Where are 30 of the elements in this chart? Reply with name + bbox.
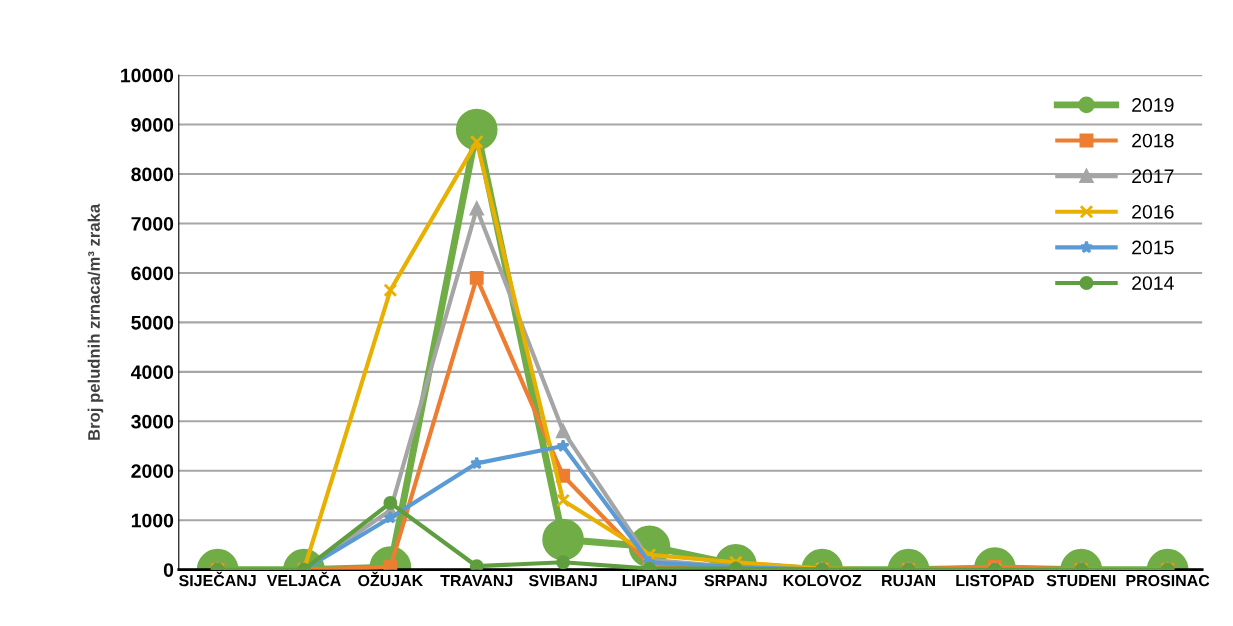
x-tick-label: SVIBANJ — [528, 574, 597, 587]
y-tick-label: 0 — [163, 563, 174, 577]
y-tick-label: 7000 — [131, 216, 174, 231]
x-tick-label: LISTOPAD — [956, 574, 1034, 587]
legend-label: 2017 — [1132, 169, 1174, 184]
x-tick-label: STUDENI — [1046, 574, 1116, 587]
legend-label: 2019 — [1132, 98, 1174, 112]
y-tick-label: 1000 — [131, 513, 174, 528]
y-tick-label: 3000 — [131, 414, 174, 429]
x-tick-label: KOLOVOZ — [783, 574, 862, 587]
y-axis-title: Broj peludnih zrnaca/m³ zraka — [87, 203, 104, 440]
x-tick-label: RUJAN — [882, 575, 935, 587]
legend-label: 2015 — [1132, 240, 1174, 255]
x-tick-label: SRPANJ — [704, 574, 767, 587]
x-tick-label: SIJEČANJ — [179, 571, 256, 587]
legend-label: 2018 — [1132, 133, 1174, 148]
x-tick-label: OŽUJAK — [358, 571, 424, 587]
legend-label: 2016 — [1132, 204, 1174, 219]
x-tick-label: PROSINAC — [1126, 574, 1210, 587]
y-tick-label: 6000 — [131, 266, 174, 281]
y-tick-label: 10000 — [121, 68, 174, 83]
x-tick-label: LIPANJ — [622, 575, 677, 587]
x-tick-label: TRAVANJ — [440, 575, 513, 587]
y-tick-label: 5000 — [131, 315, 174, 330]
y-tick-label: 9000 — [131, 118, 174, 132]
y-tick-label: 8000 — [131, 167, 174, 182]
x-tick-label: VELJAČA — [266, 571, 341, 587]
y-tick-label: 2000 — [131, 464, 174, 478]
legend-label: 2014 — [1132, 276, 1174, 290]
y-tick-label: 4000 — [130, 365, 174, 380]
